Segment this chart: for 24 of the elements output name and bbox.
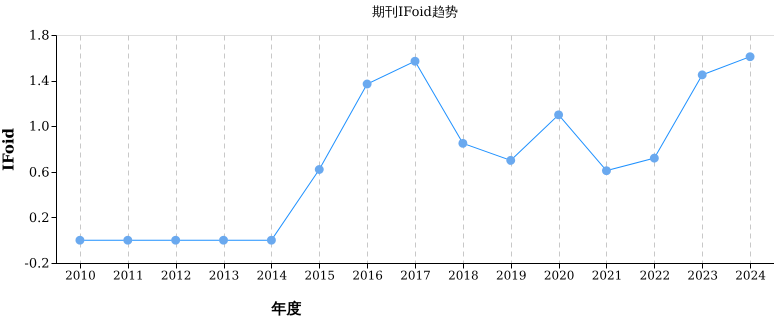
x-tick-label: 2021 [592, 268, 622, 282]
x-tick-label: 2016 [352, 268, 383, 282]
x-tick-label: 2010 [65, 268, 96, 282]
x-tick-label: 2014 [256, 268, 288, 282]
x-tick-label: 2022 [640, 268, 670, 282]
y-tick-label: -0.2 [24, 256, 50, 272]
chart-title: 期刊IFoid趋势 [372, 5, 458, 20]
x-tick-label: 2018 [448, 268, 479, 282]
x-tick-label: 2011 [113, 268, 144, 282]
x-tick-label: 2023 [687, 268, 718, 282]
x-axis-title: 年度 [270, 300, 302, 318]
y-tick-label: 0.6 [28, 165, 50, 180]
x-tick-label: 2015 [304, 268, 336, 282]
y-tick-label: 1.4 [28, 74, 50, 90]
y-tick-label: 0.2 [28, 210, 50, 226]
x-tick-label: 2017 [400, 268, 431, 282]
x-tick-label: 2012 [160, 268, 192, 282]
y-tick-label: 1.0 [28, 120, 50, 135]
y-axis-title: IFoid [0, 127, 18, 172]
x-tick-label: 2024 [735, 268, 766, 282]
x-tick-label: 2019 [496, 268, 527, 282]
y-tick-label: 1.8 [28, 28, 50, 44]
x-tick-label: 2020 [544, 268, 574, 282]
x-tick-label: 2013 [208, 268, 240, 282]
